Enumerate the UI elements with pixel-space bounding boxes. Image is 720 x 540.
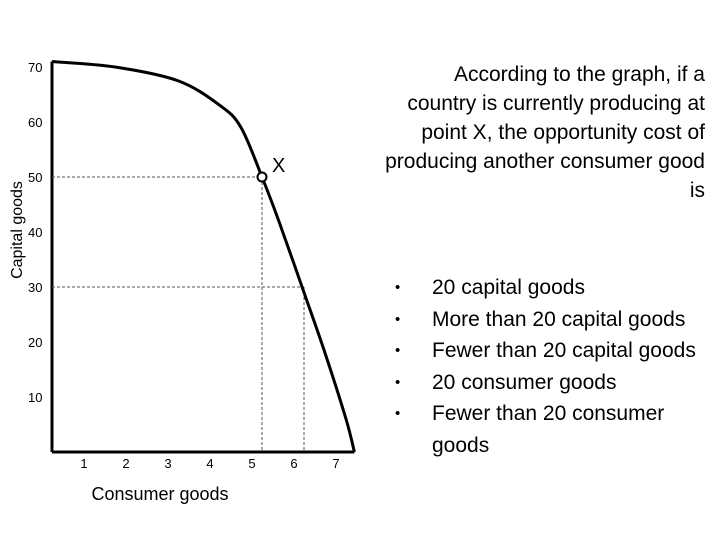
answer-option-label: 20 capital goods (432, 276, 585, 299)
y-tick-label: 20 (28, 335, 42, 350)
chart-curve (51, 60, 356, 453)
answer-option[interactable]: • More than 20 capital goods (380, 304, 700, 336)
bullet-icon: • (395, 405, 401, 422)
y-tick-label: 30 (28, 280, 42, 295)
answer-option-label: Fewer than 20 capital goods (432, 339, 696, 362)
answer-option[interactable]: • 20 consumer goods (380, 367, 700, 399)
chart-ticks: 10 20 30 40 50 60 70 1 2 3 4 5 6 7 (28, 60, 340, 471)
bullet-icon: • (395, 342, 401, 359)
answer-option-label: 20 consumer goods (432, 370, 617, 394)
answer-option-label: More than 20 capital goods (432, 307, 686, 331)
x-axis-label: Consumer goods (91, 484, 228, 504)
answer-options: • 20 capital goods • More than 20 capital … (380, 272, 700, 461)
y-tick-label: 40 (28, 225, 42, 240)
ppf-curve (51, 60, 356, 453)
y-tick-label: 10 (28, 390, 42, 405)
chart-guides (52, 176, 305, 452)
y-tick-label: 50 (28, 170, 42, 185)
answer-option[interactable]: • Fewer than 20 capital goods (380, 335, 700, 367)
answer-option-label: Fewer than 20 consumer goods (432, 402, 665, 457)
x-tick-label: 4 (206, 456, 213, 471)
bullet-icon: • (395, 373, 401, 391)
bullet-icon: • (395, 279, 401, 296)
y-tick-label: 60 (28, 115, 42, 130)
chart-point: X (256, 155, 285, 183)
x-tick-label: 2 (122, 456, 129, 471)
answer-option[interactable]: • 20 capital goods (380, 272, 700, 304)
ppf-chart: 10 20 30 40 50 60 70 1 2 3 4 5 6 7 X Capital goods Co… (9, 60, 356, 504)
x-tick-label: 5 (248, 456, 255, 471)
point-x-marker (256, 171, 268, 183)
point-x-label: X (272, 155, 285, 177)
bullet-icon: • (395, 310, 401, 328)
y-axis-label: Capital goods (9, 181, 26, 279)
x-tick-label: 6 (290, 456, 297, 471)
answer-option[interactable]: • Fewer than 20 consumer goods (380, 398, 700, 461)
x-tick-label: 7 (332, 456, 339, 471)
x-tick-label: 3 (164, 456, 171, 471)
y-tick-label: 70 (28, 60, 42, 75)
x-tick-label: 1 (80, 456, 87, 471)
chart-axes (50, 61, 355, 454)
question-text: According to the graph, if a country is … (385, 63, 705, 202)
